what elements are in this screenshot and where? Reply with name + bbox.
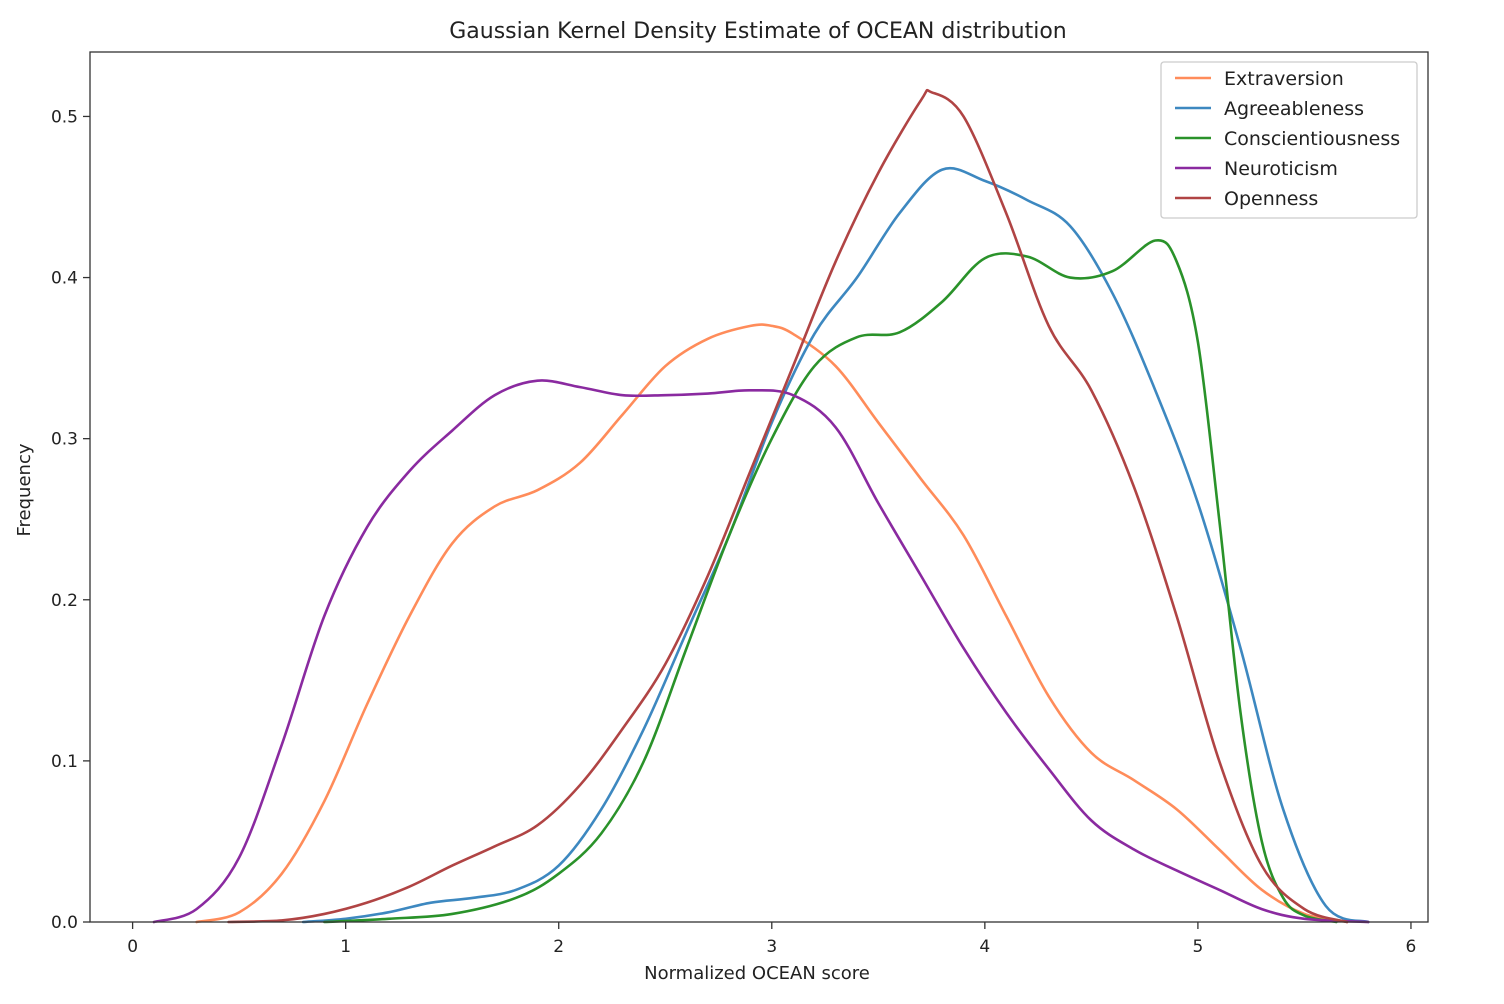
legend-label-openness: Openness: [1224, 188, 1318, 210]
legend-box: [1160, 61, 1418, 219]
x-tick-label: 6: [1406, 937, 1417, 957]
x-tick-label: 5: [1192, 937, 1203, 957]
chart-title: Gaussian Kernel Density Estimate of OCEA…: [449, 19, 1066, 44]
y-axis-ticks: 0.0 0.1 0.2 0.3 0.4 0.5: [51, 107, 90, 933]
legend-label-neuroticism: Neuroticism: [1224, 158, 1338, 180]
x-tick-label: 3: [766, 937, 777, 957]
x-axis-label: Normalized OCEAN score: [644, 963, 870, 984]
series-line-neuroticism: [152, 379, 1370, 924]
series-line-conscientiousness: [323, 238, 1338, 924]
legend: Extraversion Agreeableness Conscientiousne…: [1160, 61, 1418, 219]
y-tick-label: 0.2: [51, 591, 78, 611]
legend-label-conscientiousness: Conscientiousness: [1224, 128, 1400, 150]
y-tick-label: 0.3: [51, 430, 78, 450]
series-line-extraversion: [195, 323, 1349, 924]
legend-items: Extraversion Agreeableness Conscientiousne…: [1175, 68, 1400, 210]
legend-label-agreeableness: Agreeableness: [1224, 98, 1364, 120]
series-line-openness: [227, 88, 1349, 924]
y-tick-label: 0.1: [51, 752, 78, 772]
x-tick-label: 2: [553, 937, 564, 957]
y-axis-label: Frequency: [14, 443, 35, 536]
x-axis-ticks: 0 1 2 3 4 5 6: [127, 922, 1416, 957]
legend-label-extraversion: Extraversion: [1224, 68, 1344, 90]
plot-frame: [89, 51, 1429, 923]
x-tick-label: 4: [979, 937, 990, 957]
x-tick-label: 0: [127, 937, 138, 957]
series-line-agreeableness: [301, 167, 1370, 924]
y-tick-label: 0.4: [51, 269, 78, 289]
series-layer: [152, 88, 1370, 924]
x-tick-label: 1: [340, 937, 351, 957]
y-tick-label: 0.0: [51, 913, 78, 933]
y-tick-label: 0.5: [51, 107, 78, 127]
